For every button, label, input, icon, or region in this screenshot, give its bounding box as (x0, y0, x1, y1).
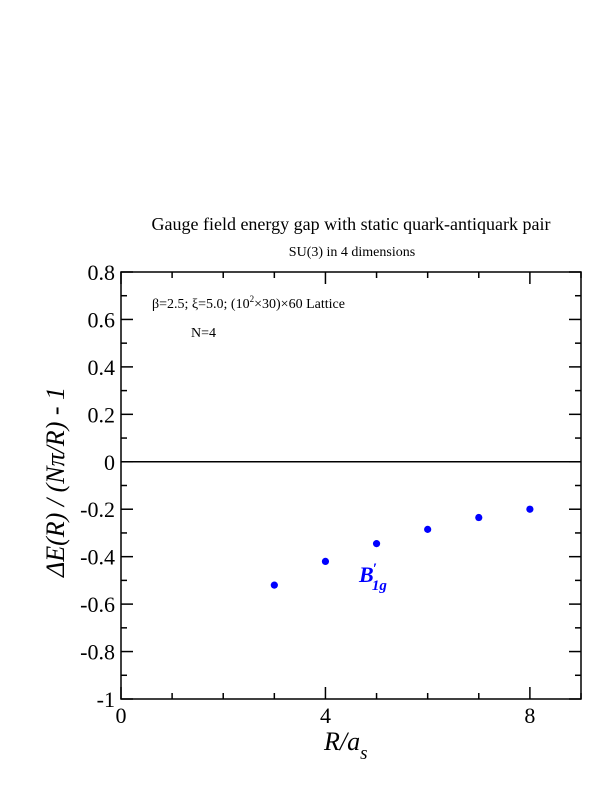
x-tick-label: 8 (524, 703, 535, 728)
annotation-n: N=4 (191, 326, 216, 341)
data-point (372, 540, 381, 548)
data-points (270, 505, 534, 589)
data-point (321, 557, 330, 566)
x-tick-label: 0 (116, 703, 127, 728)
x-tick-label: 4 (320, 703, 331, 728)
y-tick-label: -0.6 (80, 592, 115, 617)
y-tick-label: -0.8 (80, 640, 115, 665)
y-tick-label: -0.4 (80, 545, 115, 570)
y-tick-label: 0 (104, 450, 115, 475)
chart-subtitle: SU(3) in 4 dimensions (289, 245, 415, 260)
data-point (475, 513, 483, 522)
x-axis-label: R/as (323, 727, 368, 764)
y-tick-labels: -1 -0.8 -0.6 -0.4 -0.2 0 0.2 0.4 0.6 0.8 (80, 260, 115, 712)
annotation-lattice: β=2.5; ξ=5.0; (102×30)×60 Lattice (152, 294, 345, 312)
y-axis-label: ΔE(R) / (Nπ/R) - 1 (41, 387, 70, 578)
plot-frame (120, 271, 582, 700)
data-point (424, 525, 432, 533)
x-tick-labels: 0 4 8 (116, 703, 536, 728)
y-tick-label: -1 (97, 687, 115, 712)
y-tick-label: 0.6 (88, 307, 116, 332)
axis-ticks (120, 271, 582, 700)
data-point (526, 505, 534, 513)
data-point (270, 581, 278, 589)
y-tick-label: 0.2 (88, 402, 116, 427)
y-tick-label: 0.8 (88, 260, 116, 285)
y-tick-label: 0.4 (88, 355, 116, 380)
chart-title: Gauge field energy gap with static quark… (151, 214, 550, 234)
y-tick-label: -0.2 (80, 497, 115, 522)
series-label: B′ 1g (358, 561, 387, 594)
